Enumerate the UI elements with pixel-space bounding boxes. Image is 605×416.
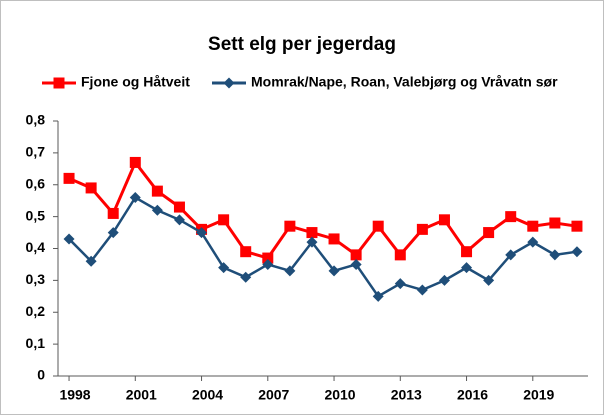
point [63,172,75,184]
point [527,220,539,232]
y-tick-label: 0 [37,367,45,383]
point [483,227,495,239]
point [549,249,561,261]
legend-marker [223,77,235,89]
point [240,246,252,258]
point [328,265,340,277]
point [372,220,384,232]
point [350,249,362,261]
y-tick-label: 0,4 [26,239,46,255]
y-tick-label: 0,3 [26,271,46,287]
point [173,201,185,213]
point [394,278,406,290]
point [571,220,583,232]
point [151,204,163,216]
point [461,246,473,258]
point [416,223,428,235]
point [328,233,340,245]
x-tick-label: 2016 [457,387,488,403]
point [372,290,384,302]
point [284,265,296,277]
point [85,255,97,267]
point [527,236,539,248]
point [505,211,517,223]
y-tick-label: 0,8 [26,112,46,128]
point [438,274,450,286]
chart-title: Sett elg per jegerdag [208,34,396,55]
y-tick-label: 0,2 [26,303,46,319]
point [218,262,230,274]
x-tick-label: 2019 [523,387,554,403]
point [173,214,185,226]
y-tick-label: 0,7 [26,144,46,160]
x-tick-label: 2013 [391,387,422,403]
x-tick-label: 2001 [126,387,157,403]
point [394,249,406,261]
x-tick-label: 1998 [59,387,90,403]
series-line [68,195,578,298]
point [85,182,97,194]
point [350,258,362,270]
point [129,192,141,203]
point [505,249,517,261]
point [461,262,473,274]
point [571,246,583,258]
point [107,227,119,239]
point [63,233,75,245]
point [262,252,274,264]
point [129,156,141,168]
point [240,271,252,283]
y-tick-label: 0,5 [26,207,46,223]
legend-label: Fjone og Håtveit [81,74,190,90]
x-tick-label: 2010 [324,387,355,403]
point [438,214,450,226]
point [218,214,230,226]
point [306,236,318,248]
point [284,220,296,232]
point [416,284,428,296]
point [306,227,318,239]
legend-label: Momrak/Nape, Roan, Valebjørg og Vråvatn … [251,74,558,90]
x-tick-label: 2007 [258,387,289,403]
y-tick-label: 0,1 [26,335,46,351]
point [483,274,495,286]
point [549,217,561,229]
legend-marker [53,77,65,89]
y-tick-label: 0,6 [26,175,46,191]
point [107,207,119,219]
point [151,185,163,197]
point [196,227,208,239]
x-tick-label: 2004 [192,387,223,403]
point [262,258,274,270]
